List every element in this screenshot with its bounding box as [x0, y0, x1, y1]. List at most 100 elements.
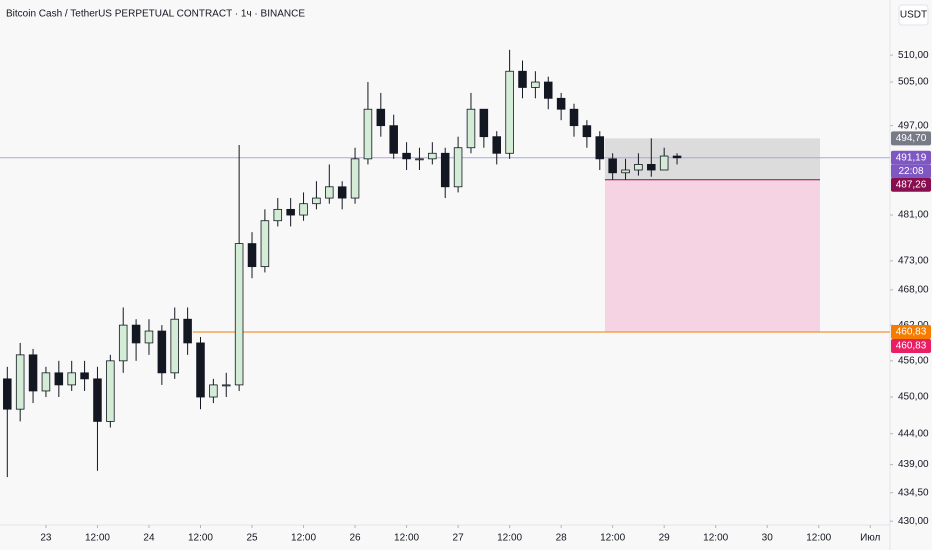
candle-body [260, 220, 270, 268]
x-tick-label: 24 [143, 533, 155, 544]
x-tick-label: 12:00 [85, 533, 110, 544]
y-tick-label: 497,00 [898, 120, 929, 131]
candle-body [28, 354, 38, 392]
countdown-bg [891, 164, 931, 178]
x-tick-label: 30 [762, 533, 774, 544]
candle-body [54, 372, 64, 386]
candle-body [299, 203, 308, 216]
price-label-bg [891, 177, 931, 192]
y-tick-label: 450,00 [898, 392, 929, 403]
candle-body [350, 158, 360, 199]
candle-body [415, 158, 424, 161]
candle-body [389, 125, 398, 154]
x-tick-label: 12:00 [600, 533, 625, 544]
x-tick-label: 28 [556, 533, 568, 544]
candle-body [273, 208, 283, 222]
y-tick-label: 481,00 [898, 210, 929, 221]
x-tick-label: Июл [860, 533, 880, 544]
candle-body [67, 372, 76, 386]
candle-body [531, 81, 540, 88]
candle-body [80, 372, 89, 380]
candle-body [41, 372, 51, 392]
price-label: 460,83 [896, 327, 927, 338]
x-tick-label: 12:00 [188, 533, 213, 544]
y-tick-label: 456,00 [898, 355, 929, 366]
y-tick-label: 505,00 [898, 77, 929, 88]
candle-body [325, 186, 334, 199]
x-tick-label: 27 [453, 533, 465, 544]
x-tick-label: 29 [659, 533, 671, 544]
x-tick-label: 12:00 [806, 533, 831, 544]
zone [604, 138, 821, 180]
candle-body [221, 384, 231, 387]
candle-body [672, 155, 682, 159]
x-tick-label: 12:00 [291, 533, 316, 544]
candle-body [337, 186, 347, 199]
candle-body [402, 152, 411, 160]
candle-body [286, 208, 295, 216]
candle-body [234, 243, 244, 386]
candle-body [247, 243, 257, 268]
candle-body [634, 164, 643, 171]
x-tick-label: 25 [246, 533, 258, 544]
candle-body [363, 108, 373, 160]
candle-body [196, 342, 205, 398]
y-tick-label: 430,00 [898, 516, 929, 527]
y-tick-label: 473,00 [898, 255, 929, 266]
candle-body [569, 108, 579, 127]
price-label: 460,83 [896, 341, 927, 352]
candle-body [106, 360, 115, 422]
x-tick-label: 23 [40, 533, 52, 544]
candle-body [15, 354, 25, 410]
x-tick-label: 12:00 [497, 533, 522, 544]
price-label: 487,26 [896, 179, 927, 190]
candle-body [556, 97, 566, 110]
candle-body [376, 108, 386, 127]
price-label-bg [891, 131, 931, 146]
price-label: 494,70 [896, 133, 927, 144]
x-tick-label: 12:00 [703, 533, 728, 544]
price-label-bg [891, 150, 931, 165]
candle-body [440, 152, 450, 188]
candle-body [518, 70, 527, 88]
candle-body [118, 324, 128, 362]
candle-body [170, 318, 180, 374]
candle-body [621, 169, 630, 174]
candle-body [453, 147, 463, 188]
candle-body [543, 81, 553, 99]
candle-body [157, 330, 167, 374]
candle-body [209, 384, 218, 398]
candle-body [582, 125, 592, 138]
candle-body [492, 136, 501, 154]
candle-body [659, 155, 669, 171]
candle-body [647, 164, 656, 171]
candle-body [312, 197, 321, 205]
candle-body [595, 136, 605, 160]
y-tick-label: 439,00 [898, 459, 929, 470]
countdown: 22:08 [898, 166, 923, 177]
currency-button[interactable] [898, 4, 929, 26]
x-tick-label: 12:00 [394, 533, 419, 544]
candle-body [608, 158, 617, 174]
price-label-bg [891, 339, 931, 354]
candle-body [131, 324, 141, 344]
price-label-bg [891, 325, 931, 340]
candle-body [428, 152, 437, 160]
y-tick-label: 468,00 [898, 285, 929, 296]
chart-title: Bitcoin Cash / TetherUS PERPETUAL CONTRA… [6, 9, 305, 20]
currency-label[interactable]: USDT [900, 10, 927, 21]
candle-body [144, 330, 154, 344]
candle-body [93, 378, 102, 422]
y-tick-label: 444,00 [898, 428, 929, 439]
zone [604, 179, 821, 333]
candle-body [3, 378, 12, 410]
y-tick-label: 510,00 [898, 50, 929, 61]
candle-body [466, 108, 476, 149]
y-tick-label: 434,50 [898, 487, 929, 498]
candle-body [479, 108, 489, 138]
candle-body [505, 70, 514, 154]
price-label: 491,19 [896, 152, 927, 163]
candle-body [183, 318, 192, 344]
